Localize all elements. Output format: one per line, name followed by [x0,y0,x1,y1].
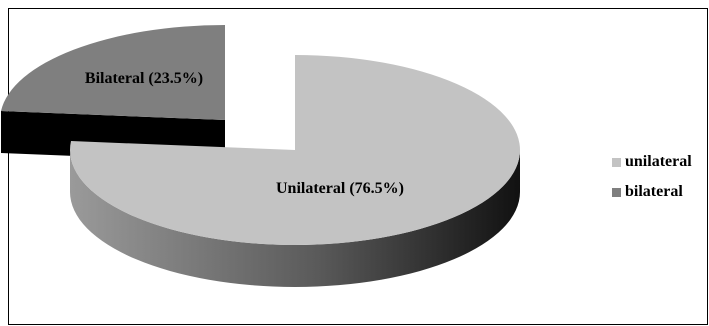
chart-legend: unilateral bilateral [612,152,692,212]
slice-rim-unilateral [70,150,520,287]
pie-slice-bilateral [0,25,226,162]
pie-slice-unilateral [70,55,521,287]
legend-swatch-unilateral [612,157,621,167]
legend-swatch-bilateral [612,187,621,197]
legend-label-unilateral: unilateral [625,153,692,170]
slice-top-unilateral [70,55,521,245]
slice-label-bilateral: Bilateral (23.5%) [85,70,203,87]
legend-item-unilateral: unilateral [612,152,692,172]
legend-label-bilateral: bilateral [625,183,683,200]
slice-top-bilateral [0,25,226,120]
slice-label-unilateral: Unilateral (76.5%) [276,180,404,197]
legend-item-bilateral: bilateral [612,182,692,202]
